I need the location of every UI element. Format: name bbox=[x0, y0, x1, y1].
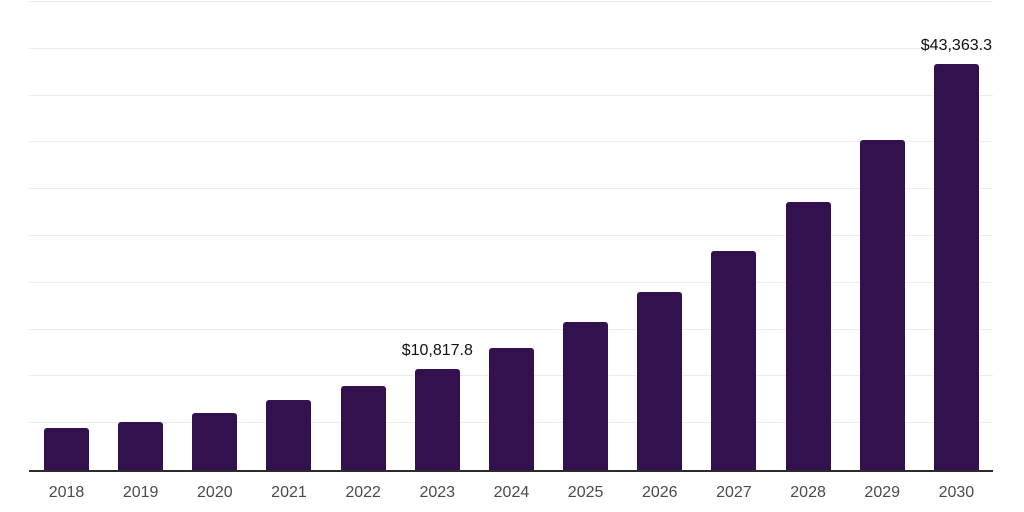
x-axis-tick-label: 2026 bbox=[641, 484, 678, 501]
bar[interactable] bbox=[488, 348, 534, 470]
bar-column: 2026 bbox=[637, 2, 683, 501]
bar[interactable] bbox=[192, 412, 238, 470]
bar-column: 2019 bbox=[118, 2, 164, 501]
bar[interactable] bbox=[414, 368, 460, 470]
x-axis-tick-label: 2018 bbox=[48, 484, 85, 501]
bar-value-label: $43,363.3 bbox=[920, 37, 992, 55]
bar-column: 2021 bbox=[266, 2, 312, 501]
bar[interactable] bbox=[933, 64, 979, 470]
x-axis-tick-label: 2027 bbox=[716, 484, 752, 501]
x-axis-tick-label: 2023 bbox=[419, 484, 456, 501]
gridline bbox=[29, 141, 993, 143]
bar[interactable] bbox=[859, 140, 905, 470]
bar-column: 2027 bbox=[711, 2, 757, 501]
bar-column: 2024 bbox=[488, 2, 534, 501]
x-axis-tick-label: 2029 bbox=[864, 484, 901, 501]
bar[interactable] bbox=[711, 251, 757, 470]
bar-column: 2025 bbox=[563, 2, 609, 501]
bar[interactable] bbox=[266, 400, 312, 470]
x-axis-tick-label: 2022 bbox=[345, 484, 381, 501]
bar-column: $10,817.8 2023 bbox=[402, 2, 473, 501]
bars-container: 2018 2019 2020 2021 2022 $10,817.8 2023 2024 202… bbox=[29, 2, 993, 501]
gridline bbox=[29, 281, 993, 283]
bar-column: 2029 bbox=[859, 2, 905, 501]
bar[interactable] bbox=[785, 202, 831, 470]
gridline bbox=[29, 1, 993, 2]
x-axis-tick-label: 2030 bbox=[938, 484, 975, 501]
bar-column: 2018 bbox=[44, 2, 89, 501]
bar-column: 2022 bbox=[340, 2, 386, 501]
gridline bbox=[29, 188, 993, 190]
bar[interactable] bbox=[563, 322, 609, 470]
x-axis-tick-label: 2028 bbox=[790, 484, 826, 501]
bar-column: 2020 bbox=[192, 2, 238, 501]
x-axis-tick-label: 2021 bbox=[271, 484, 307, 501]
bar[interactable] bbox=[44, 427, 89, 470]
gridline bbox=[29, 94, 993, 96]
x-axis-tick-label: 2019 bbox=[122, 484, 159, 501]
bar-column: $43,363.3 2030 bbox=[921, 2, 992, 501]
bar[interactable] bbox=[118, 422, 164, 470]
bar-column: 2028 bbox=[785, 2, 831, 501]
plot-area: 2018 2019 2020 2021 2022 $10,817.8 2023 2024 202… bbox=[29, 1, 993, 501]
bar-value-label: $10,817.8 bbox=[401, 341, 473, 359]
bar[interactable] bbox=[637, 292, 683, 470]
gridline bbox=[29, 235, 993, 236]
x-axis-tick-label: 2025 bbox=[567, 484, 604, 501]
bar[interactable] bbox=[340, 385, 386, 470]
x-axis-tick-label: 2024 bbox=[493, 484, 530, 501]
gridline bbox=[29, 328, 993, 330]
gridline bbox=[29, 47, 993, 49]
x-axis-tick-label: 2020 bbox=[197, 484, 233, 501]
